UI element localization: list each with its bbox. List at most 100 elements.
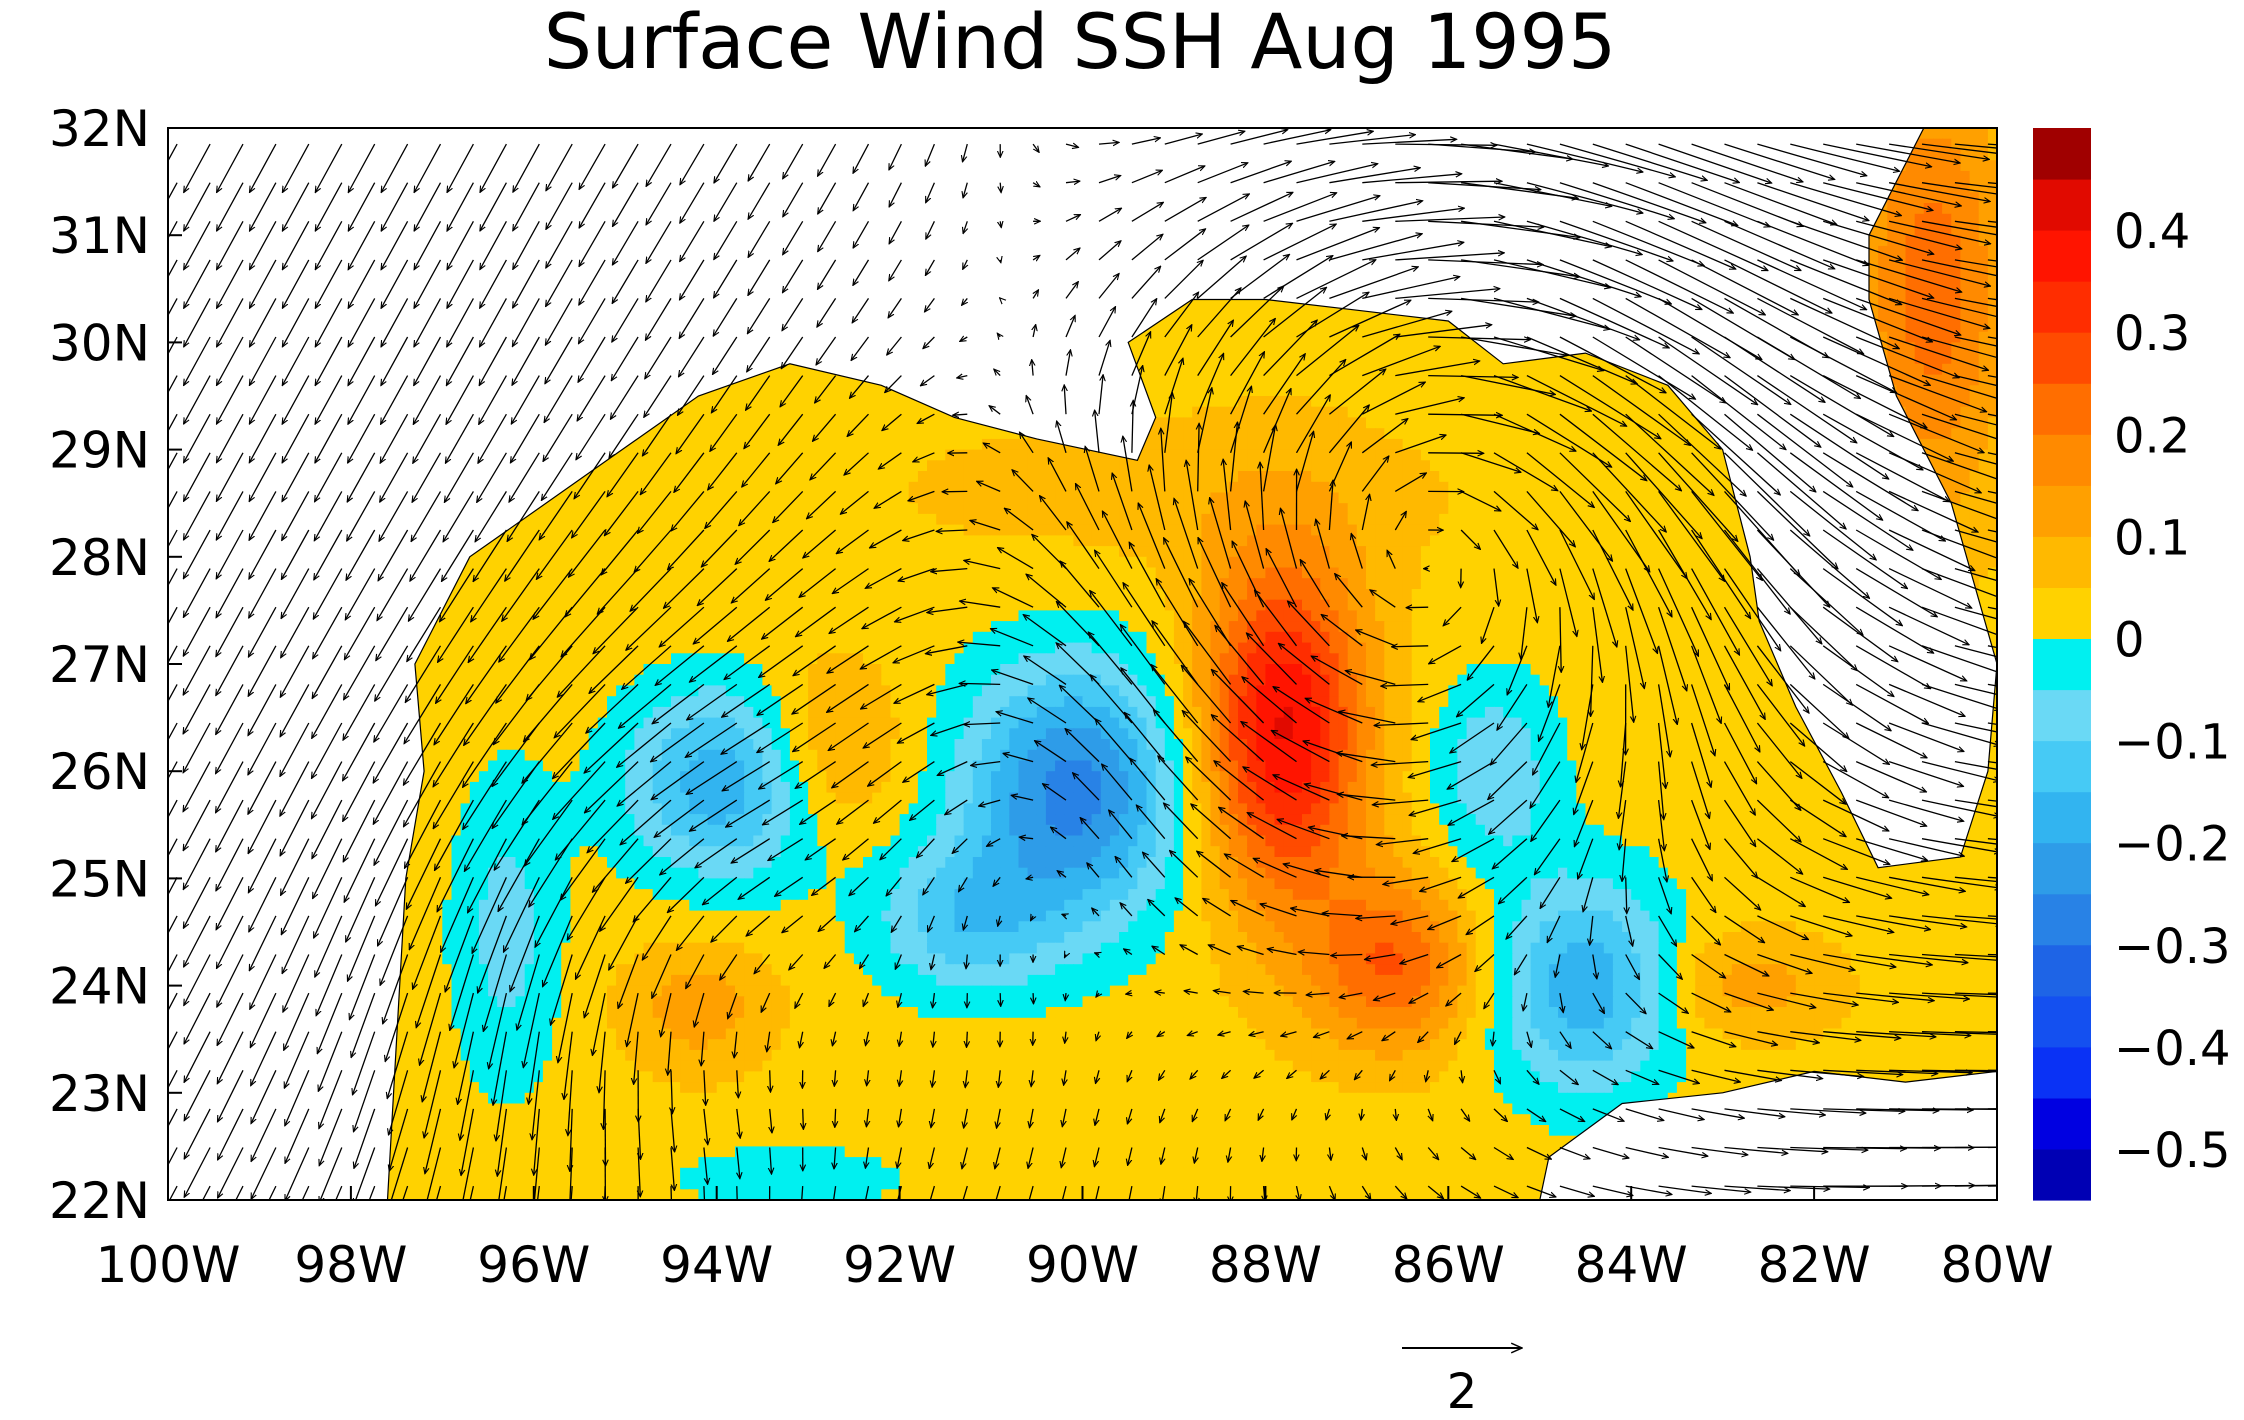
ssh-cell xyxy=(1292,353,1303,365)
ssh-cell xyxy=(1960,213,1971,226)
ssh-cell xyxy=(1905,235,1916,247)
ssh-cell xyxy=(1192,310,1203,322)
ssh-cell xyxy=(1923,267,1934,279)
ssh-cell xyxy=(1347,385,1358,397)
ssh-cell xyxy=(1622,385,1632,397)
ssh-cell xyxy=(1247,321,1257,333)
ssh-cell xyxy=(1420,331,1431,344)
ssh-cell xyxy=(1585,385,1596,397)
ssh-cell xyxy=(1539,363,1550,376)
ssh-cell xyxy=(1539,374,1550,387)
ssh-cell xyxy=(853,385,864,397)
ssh-cell xyxy=(1475,353,1486,365)
ssh-cell xyxy=(1914,138,1925,151)
ssh-cell xyxy=(1155,374,1166,387)
ssh-cell xyxy=(1164,321,1175,333)
ssh-cell xyxy=(1951,160,1962,172)
ssh-cell xyxy=(1933,138,1943,151)
ssh-cell xyxy=(1905,256,1916,269)
ssh-cell xyxy=(1978,224,1989,236)
ssh-cell xyxy=(1521,363,1532,376)
ssh-cell xyxy=(1558,374,1568,387)
ssh-cell xyxy=(1265,385,1276,397)
ssh-cell xyxy=(735,385,745,397)
ssh-cell xyxy=(1914,321,1925,333)
ssh-cell xyxy=(1905,321,1916,333)
ssh-cell xyxy=(1164,353,1175,365)
ssh-cell xyxy=(1475,385,1486,397)
ssh-cell xyxy=(1914,192,1925,204)
ssh-cell xyxy=(744,374,754,387)
ssh-cell xyxy=(1356,385,1367,397)
ssh-cell xyxy=(1914,385,1925,397)
ssh-cell xyxy=(1933,170,1943,183)
ssh-cell xyxy=(1612,385,1623,397)
ssh-cell xyxy=(1329,385,1340,397)
map-plot-area xyxy=(167,127,1998,1201)
ssh-cell xyxy=(1942,299,1952,311)
ssh-cell xyxy=(1411,353,1422,365)
ssh-cell xyxy=(1283,299,1294,311)
ssh-cell xyxy=(1942,224,1952,236)
ssh-cell xyxy=(1960,128,1971,140)
ssh-cell xyxy=(1933,353,1943,365)
ssh-cell xyxy=(1960,363,1971,376)
ssh-cell xyxy=(1302,310,1312,322)
ssh-cell xyxy=(1219,331,1230,344)
ssh-cell xyxy=(1219,299,1230,311)
ssh-cell xyxy=(1969,363,1980,376)
ssh-cell xyxy=(1366,353,1376,365)
ssh-cell xyxy=(1219,310,1230,322)
ssh-cell xyxy=(1420,321,1431,333)
ssh-cell xyxy=(1960,310,1971,322)
ssh-cell xyxy=(1137,342,1148,354)
ssh-cell xyxy=(1960,181,1971,194)
ssh-cell xyxy=(1567,353,1578,365)
ssh-cell xyxy=(1494,385,1504,397)
ssh-cell xyxy=(1987,128,1997,140)
ssh-cell xyxy=(1896,385,1907,397)
ssh-cell xyxy=(1987,256,1997,269)
ssh-cell xyxy=(1969,235,1980,247)
ssh-cell xyxy=(1411,321,1422,333)
ssh-cell xyxy=(1869,267,1879,279)
ssh-cell xyxy=(1302,374,1312,387)
ssh-cell xyxy=(1183,385,1193,397)
ssh-cell xyxy=(1430,363,1440,376)
ssh-cell xyxy=(1439,353,1450,365)
ssh-cell xyxy=(1987,342,1997,354)
ssh-cell xyxy=(1311,353,1321,365)
ssh-cell xyxy=(1173,331,1184,344)
ssh-cell xyxy=(1283,374,1294,387)
ssh-cell xyxy=(1896,170,1907,183)
ssh-cell xyxy=(1987,149,1997,161)
ssh-cell xyxy=(1978,128,1989,140)
ssh-cell xyxy=(1247,331,1257,344)
ssh-cell xyxy=(1969,342,1980,354)
ssh-cell xyxy=(1878,267,1888,279)
ssh-cell xyxy=(1969,288,1980,301)
ssh-cell xyxy=(1905,245,1916,258)
ssh-cell xyxy=(1896,278,1907,290)
ssh-cell xyxy=(1402,342,1413,354)
ssh-cell xyxy=(1539,385,1550,397)
ssh-cell xyxy=(1402,331,1413,344)
ssh-cell xyxy=(1384,385,1395,397)
ssh-cell xyxy=(1960,288,1971,301)
ssh-cell xyxy=(1393,353,1404,365)
ssh-cell xyxy=(1603,363,1614,376)
ssh-cell xyxy=(1247,374,1257,387)
ssh-cell xyxy=(1283,321,1294,333)
ssh-cell xyxy=(1951,267,1962,279)
ssh-cell xyxy=(1576,374,1587,387)
ssh-cell xyxy=(1183,310,1193,322)
ssh-cell xyxy=(1905,213,1916,226)
ssh-cell xyxy=(1155,342,1166,354)
ssh-cell xyxy=(1905,385,1916,397)
ssh-cell xyxy=(1274,299,1285,311)
ssh-cell xyxy=(1420,363,1431,376)
ssh-cell xyxy=(1567,385,1578,397)
ssh-cell xyxy=(1256,342,1267,354)
ssh-cell xyxy=(1923,149,1934,161)
